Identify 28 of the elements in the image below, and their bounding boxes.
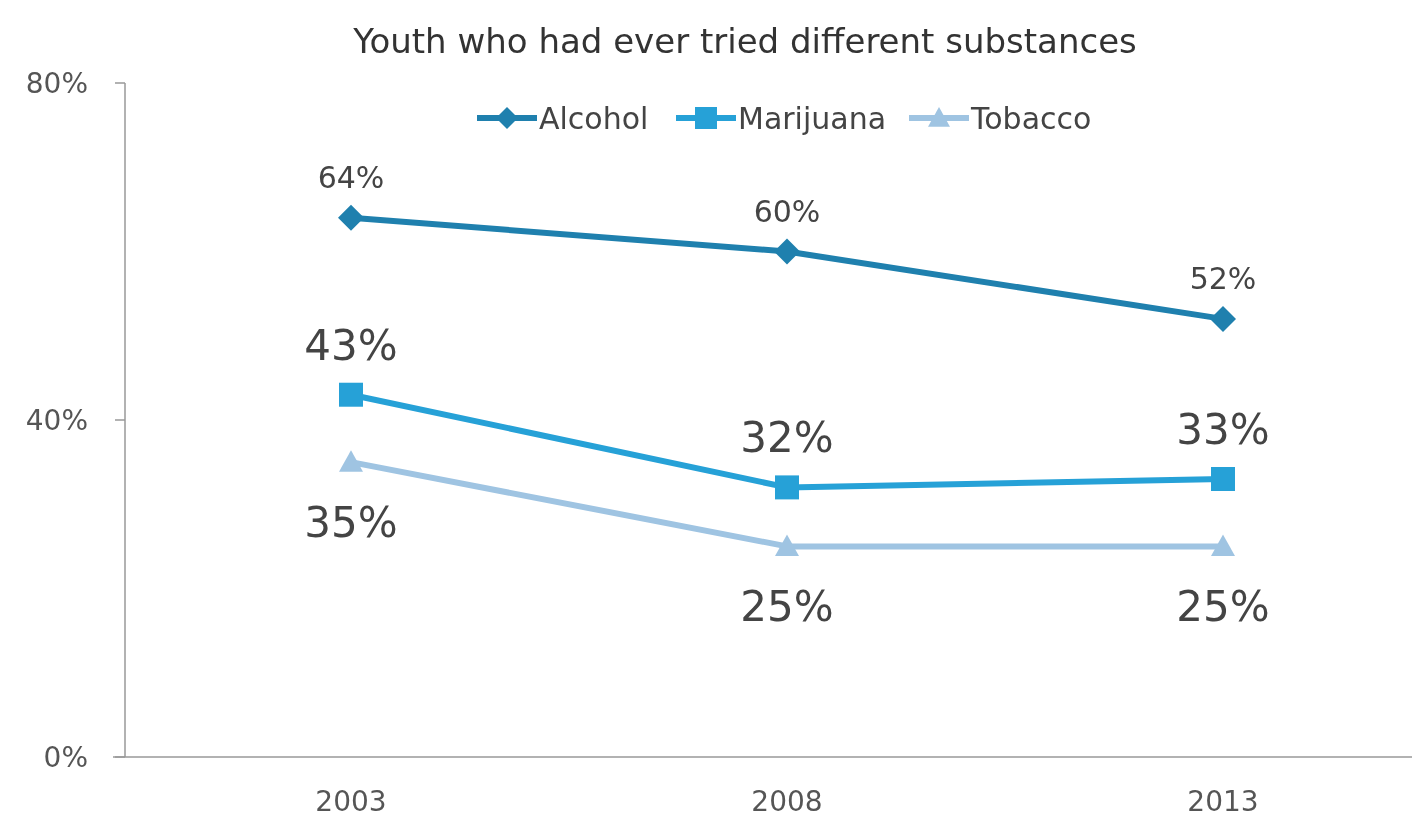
point bbox=[775, 534, 799, 556]
data-label: 35% bbox=[304, 498, 398, 548]
point bbox=[1210, 305, 1236, 332]
x-tick-label: 2008 bbox=[751, 785, 823, 818]
y-tick-label: 40% bbox=[25, 403, 88, 437]
data-label: 43% bbox=[304, 320, 398, 370]
data-label: 52% bbox=[1189, 260, 1257, 296]
y-tick-label: 0% bbox=[43, 740, 88, 774]
x-tick-label: 2003 bbox=[315, 785, 387, 818]
chart-title: Youth who had ever tried different substances bbox=[352, 21, 1137, 61]
point bbox=[338, 204, 364, 231]
legend-label: Tobacco bbox=[970, 100, 1092, 136]
point bbox=[775, 475, 799, 500]
point bbox=[1211, 534, 1235, 556]
legend-label: Marijuana bbox=[738, 100, 887, 136]
point bbox=[339, 382, 363, 407]
data-label: 60% bbox=[753, 193, 821, 229]
legend-label: Alcohol bbox=[539, 100, 649, 136]
point bbox=[774, 238, 800, 265]
data-label: 25% bbox=[1176, 582, 1270, 632]
data-label: 25% bbox=[740, 582, 834, 632]
point bbox=[1211, 466, 1235, 491]
point bbox=[339, 450, 363, 472]
data-label: 33% bbox=[1176, 404, 1270, 454]
data-label: 64% bbox=[317, 159, 385, 195]
x-tick-label: 2013 bbox=[1187, 785, 1259, 818]
data-label: 32% bbox=[740, 413, 834, 463]
y-tick-label: 80% bbox=[25, 66, 88, 100]
